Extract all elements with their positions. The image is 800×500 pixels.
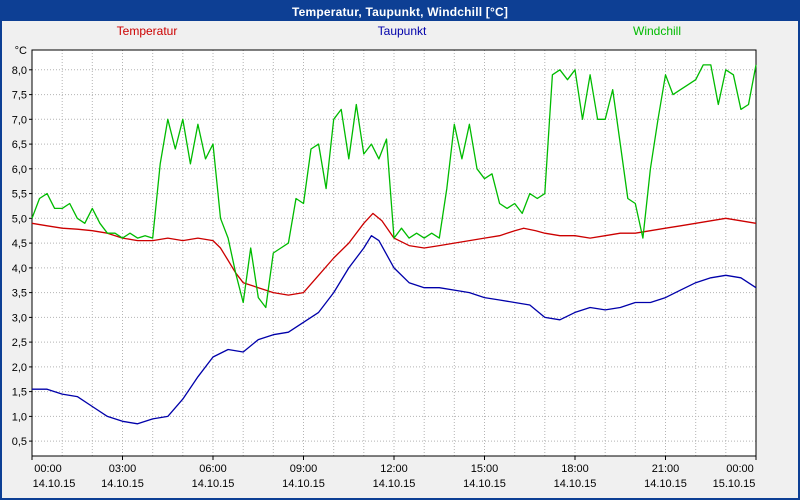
svg-text:2,5: 2,5	[12, 337, 27, 349]
legend-label-temperatur: Temperatur	[116, 24, 178, 38]
svg-text:06:00: 06:00	[199, 463, 227, 475]
title-bar: Temperatur, Taupunkt, Windchill [°C]	[2, 2, 798, 21]
svg-text:7,0: 7,0	[12, 114, 27, 126]
svg-text:12:00: 12:00	[380, 463, 408, 475]
svg-text:1,5: 1,5	[12, 387, 27, 399]
svg-text:14.10.15: 14.10.15	[282, 478, 325, 490]
svg-text:5,5: 5,5	[12, 189, 27, 201]
chart-canvas: 0,5 1,0 1,5 2,0 2,5 3,0 3,5 4,0 4,5 5,0 5,5 6,0 6,5 7…	[12, 45, 757, 490]
legend: Temperatur Taupunkt Windchill	[2, 21, 798, 42]
legend-label-windchill: Windchill	[632, 24, 682, 38]
svg-text:6,5: 6,5	[12, 139, 27, 151]
svg-text:°C: °C	[15, 45, 27, 57]
svg-text:4,5: 4,5	[12, 238, 27, 250]
svg-text:14.10.15: 14.10.15	[33, 478, 76, 490]
svg-text:3,0: 3,0	[12, 312, 27, 324]
svg-text:15:00: 15:00	[471, 463, 499, 475]
svg-text:6,0: 6,0	[12, 164, 27, 176]
svg-text:1,0: 1,0	[12, 411, 27, 423]
svg-text:18:00: 18:00	[561, 463, 589, 475]
svg-text:14.10.15: 14.10.15	[101, 478, 144, 490]
svg-text:4,0: 4,0	[12, 263, 27, 275]
svg-text:00:00: 00:00	[34, 463, 62, 475]
svg-text:0,5: 0,5	[12, 436, 27, 448]
svg-text:5,0: 5,0	[12, 213, 27, 225]
svg-text:14.10.15: 14.10.15	[463, 478, 506, 490]
svg-text:09:00: 09:00	[290, 463, 318, 475]
svg-text:14.10.15: 14.10.15	[554, 478, 597, 490]
svg-text:8,0: 8,0	[12, 65, 27, 77]
svg-text:14.10.15: 14.10.15	[192, 478, 235, 490]
svg-text:2,0: 2,0	[12, 362, 27, 374]
svg-text:03:00: 03:00	[109, 463, 137, 475]
svg-text:21:00: 21:00	[652, 463, 680, 475]
svg-text:14.10.15: 14.10.15	[644, 478, 687, 490]
svg-text:14.10.15: 14.10.15	[373, 478, 416, 490]
svg-text:15.10.15: 15.10.15	[713, 478, 756, 490]
svg-text:00:00: 00:00	[726, 463, 754, 475]
window-title: Temperatur, Taupunkt, Windchill [°C]	[291, 4, 509, 19]
svg-text:7,5: 7,5	[12, 90, 27, 102]
legend-label-taupunkt: Taupunkt	[377, 24, 427, 38]
svg-text:3,5: 3,5	[12, 288, 27, 300]
